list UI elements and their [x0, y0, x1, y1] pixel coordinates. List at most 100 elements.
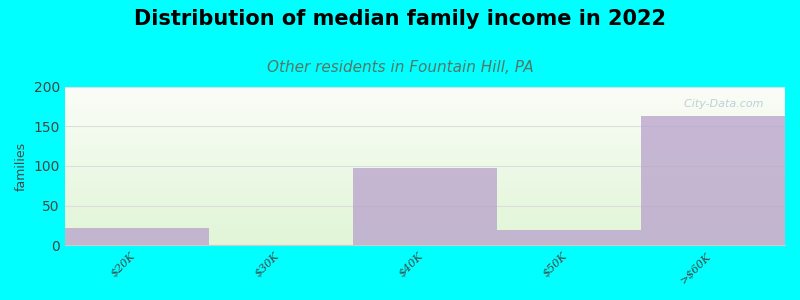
Bar: [65, 142, 785, 144]
Bar: [65, 134, 785, 136]
Bar: [65, 177, 785, 179]
Bar: [65, 112, 785, 113]
Bar: [65, 222, 785, 223]
Bar: [65, 163, 785, 164]
Text: Distribution of median family income in 2022: Distribution of median family income in …: [134, 9, 666, 29]
Bar: [65, 120, 785, 122]
Bar: [65, 171, 785, 172]
Bar: [65, 228, 785, 230]
Bar: [65, 187, 785, 188]
Bar: [65, 236, 785, 238]
Bar: [65, 169, 785, 171]
Bar: [65, 204, 785, 206]
Bar: [65, 226, 785, 228]
Bar: [65, 223, 785, 225]
Bar: [65, 144, 785, 145]
Bar: [65, 218, 785, 220]
Bar: [353, 168, 497, 245]
Bar: [65, 129, 785, 131]
Bar: [65, 191, 785, 193]
Bar: [65, 139, 785, 141]
Bar: [65, 214, 785, 215]
Bar: [65, 102, 785, 104]
Bar: [65, 212, 785, 214]
Bar: [65, 153, 785, 155]
Bar: [65, 225, 785, 226]
Bar: [65, 188, 785, 190]
Bar: [65, 209, 785, 211]
Bar: [65, 202, 785, 204]
Bar: [65, 117, 785, 118]
Bar: [65, 133, 785, 134]
Bar: [65, 164, 785, 166]
Bar: [65, 231, 785, 233]
Bar: [65, 190, 785, 191]
Bar: [65, 86, 785, 88]
Bar: [65, 172, 785, 174]
Bar: [65, 168, 785, 169]
Bar: [65, 234, 785, 236]
Bar: [65, 145, 785, 147]
Bar: [65, 123, 785, 125]
Bar: [65, 110, 785, 112]
Y-axis label: families: families: [15, 141, 28, 190]
Text: Other residents in Fountain Hill, PA: Other residents in Fountain Hill, PA: [266, 60, 534, 75]
Bar: [65, 220, 785, 222]
Bar: [65, 228, 209, 245]
Bar: [65, 107, 785, 109]
Bar: [65, 155, 785, 157]
Bar: [65, 128, 785, 129]
Bar: [65, 147, 785, 148]
Bar: [65, 198, 785, 200]
Bar: [65, 244, 785, 245]
Bar: [65, 101, 785, 102]
Bar: [65, 238, 785, 239]
Bar: [65, 141, 785, 142]
Bar: [65, 137, 785, 139]
Bar: [65, 93, 785, 94]
Text: City-Data.com: City-Data.com: [677, 99, 763, 109]
Bar: [65, 99, 785, 101]
Bar: [65, 207, 785, 209]
Bar: [65, 90, 785, 91]
Bar: [65, 180, 785, 182]
Bar: [65, 131, 785, 133]
Bar: [65, 88, 785, 90]
Bar: [65, 241, 785, 242]
Bar: [65, 239, 785, 241]
Bar: [65, 195, 785, 196]
Bar: [65, 150, 785, 152]
Bar: [65, 118, 785, 120]
Bar: [65, 115, 785, 117]
Bar: [65, 104, 785, 106]
Bar: [65, 106, 785, 107]
Bar: [65, 160, 785, 161]
Bar: [65, 157, 785, 158]
Bar: [65, 182, 785, 184]
Bar: [65, 125, 785, 126]
Bar: [65, 215, 785, 217]
Bar: [65, 206, 785, 207]
Bar: [65, 193, 785, 195]
Bar: [65, 196, 785, 198]
Bar: [65, 158, 785, 160]
Bar: [65, 211, 785, 212]
Bar: [65, 176, 785, 177]
Bar: [65, 91, 785, 93]
Bar: [65, 98, 785, 99]
Bar: [641, 116, 785, 245]
Bar: [65, 126, 785, 128]
Bar: [65, 161, 785, 163]
Bar: [65, 233, 785, 234]
Bar: [65, 122, 785, 123]
Bar: [65, 217, 785, 218]
Bar: [65, 230, 785, 231]
Bar: [65, 152, 785, 153]
Bar: [65, 136, 785, 137]
Bar: [65, 174, 785, 176]
Bar: [497, 230, 641, 245]
Bar: [65, 200, 785, 201]
Bar: [65, 201, 785, 202]
Bar: [65, 148, 785, 150]
Bar: [65, 109, 785, 110]
